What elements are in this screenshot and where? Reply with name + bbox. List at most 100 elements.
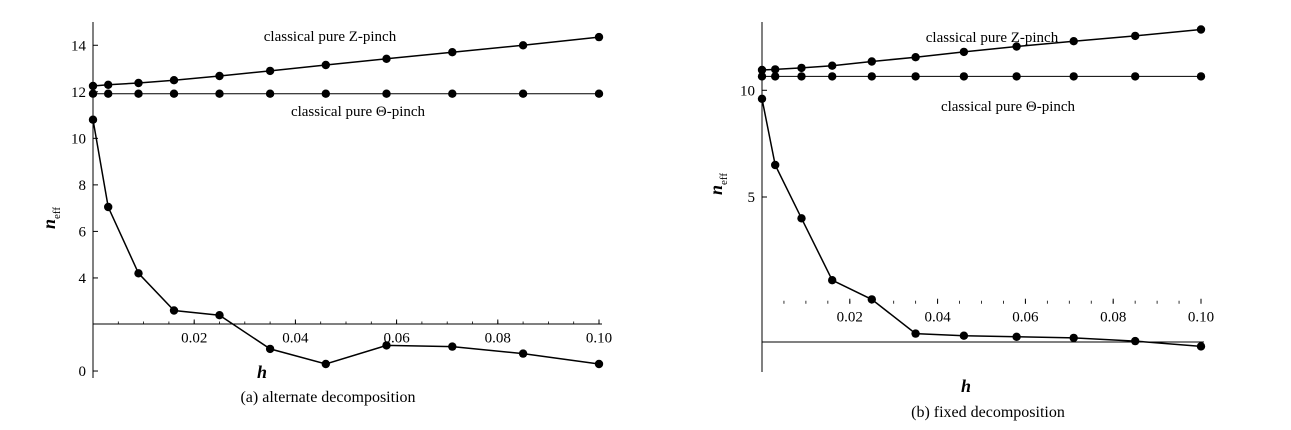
- panel-a-z-pinch-label: classical pure Z-pinch: [264, 29, 397, 45]
- series-2-point: [134, 269, 143, 278]
- series-2-point: [321, 359, 330, 369]
- series-0-point: [797, 63, 806, 73]
- x-tick-label: 0.02: [837, 310, 863, 326]
- series-0-point: [265, 66, 275, 76]
- series-0-point: [911, 53, 920, 62]
- series-0-point: [382, 54, 391, 63]
- x-tick-label: 0.04: [282, 330, 309, 346]
- y-tick-label: 10: [71, 131, 86, 147]
- series-0-point: [828, 61, 837, 70]
- panel-a-y-axis-label: neff: [39, 207, 63, 229]
- panel-a-caption: (a) alternate decomposition: [240, 389, 415, 406]
- panel-a-theta-pinch-label: classical pure Θ-pinch: [291, 104, 426, 120]
- series-1-point: [518, 89, 528, 98]
- series-0-point: [88, 81, 98, 91]
- x-tick-label: 0.08: [1100, 310, 1126, 326]
- y-tick-label: 8: [79, 178, 87, 194]
- series-2-point: [382, 341, 391, 350]
- series-1-point: [771, 72, 780, 81]
- series-1-point: [757, 72, 767, 81]
- x-tick-label: 0.08: [485, 330, 511, 346]
- panel-b-y-ticks: 5 10: [740, 83, 767, 206]
- panel-a-y-ticks: 0 4 6 8 10 12 14: [71, 38, 98, 380]
- x-tick-label: 0.06: [383, 330, 410, 346]
- series-2-point: [911, 329, 920, 338]
- series-1-point: [382, 89, 391, 98]
- series-1-point: [448, 89, 457, 98]
- x-tick-label: 0.10: [1188, 310, 1214, 326]
- series-2-point: [1069, 333, 1078, 343]
- series-0-point: [1131, 31, 1140, 41]
- y-tick-label: 5: [748, 190, 756, 206]
- series-0-point: [1012, 42, 1021, 51]
- series-1-point: [1131, 72, 1140, 81]
- panel-b-x-axis-label: h: [961, 376, 971, 396]
- series-2-point: [959, 331, 969, 340]
- x-tick-label: 0.02: [181, 330, 207, 346]
- panel-a: 0 4 6 8 10 12 14 0.02 0.04 0.06 0.08 0.10 neff h c…: [39, 22, 612, 406]
- series-2-point: [448, 342, 457, 351]
- series-2-point: [771, 160, 780, 170]
- panel-b-series: [757, 25, 1206, 351]
- series-0-point: [169, 76, 179, 85]
- series-0-point: [594, 32, 604, 42]
- y-tick-label: 14: [71, 38, 87, 54]
- series-0-point: [1069, 37, 1078, 46]
- series-1-point: [215, 89, 224, 98]
- panel-b-z-pinch-label: classical pure Z-pinch: [926, 30, 1059, 46]
- series-1-point: [134, 89, 143, 98]
- series-1-point: [959, 72, 969, 81]
- panel-a-series: [88, 32, 604, 369]
- series-0-point: [1196, 25, 1206, 34]
- panel-a-x-ticks: 0.02 0.04 0.06 0.08 0.10: [117, 319, 612, 346]
- series-1-point: [594, 89, 604, 98]
- series-0-point: [134, 78, 143, 88]
- y-tick-label: 4: [79, 271, 87, 287]
- series-1-point: [1012, 72, 1021, 81]
- series-1-point: [1196, 72, 1206, 81]
- series-0-point: [215, 71, 224, 81]
- series-2-point: [169, 306, 179, 315]
- y-tick-label: 12: [71, 85, 86, 101]
- series-2-point: [88, 115, 98, 124]
- y-tick-label: 0: [79, 364, 87, 380]
- panel-b-y-axis-label: neff: [706, 173, 730, 195]
- series-2-point: [265, 344, 275, 354]
- series-1-point: [797, 72, 806, 81]
- series-1-point: [911, 72, 920, 81]
- series-0-point: [321, 60, 330, 70]
- series-0-point: [959, 47, 969, 57]
- series-1-point: [321, 89, 330, 98]
- y-tick-label: 6: [79, 224, 87, 240]
- series-2-point: [1012, 332, 1021, 341]
- x-tick-label: 0.06: [1012, 310, 1039, 326]
- panel-a-x-axis-label: h: [257, 362, 267, 382]
- series-0-point: [518, 41, 528, 50]
- x-tick-label: 0.04: [924, 310, 951, 326]
- series-1-point: [265, 89, 275, 98]
- series-1-point: [867, 72, 876, 81]
- series-1-point: [828, 72, 837, 81]
- panel-b: 5 10 0.02 0.04 0.06 0.08 0.10 neff h classica…: [706, 22, 1214, 421]
- series-2-line: [92, 119, 600, 365]
- panel-b-caption: (b) fixed decomposition: [911, 404, 1065, 421]
- panel-b-x-ticks: 0.02 0.04 0.06 0.08 0.10: [783, 298, 1214, 326]
- series-2-line: [761, 98, 1202, 348]
- series-0-point: [757, 65, 767, 75]
- series-2-point: [594, 359, 604, 369]
- series-2-point: [1196, 342, 1206, 351]
- series-2-point: [797, 214, 806, 223]
- series-2-point: [757, 94, 767, 104]
- series-2-point: [104, 202, 113, 212]
- series-0-point: [771, 65, 780, 74]
- series-2-point: [518, 349, 528, 358]
- series-1-point: [104, 89, 113, 98]
- series-1-point: [1069, 72, 1078, 81]
- series-2-point: [867, 295, 876, 304]
- y-tick-label: 10: [740, 83, 755, 99]
- series-0-point: [867, 57, 876, 66]
- series-1-point: [88, 89, 98, 98]
- series-2-point: [828, 276, 837, 285]
- series-2-point: [215, 311, 224, 320]
